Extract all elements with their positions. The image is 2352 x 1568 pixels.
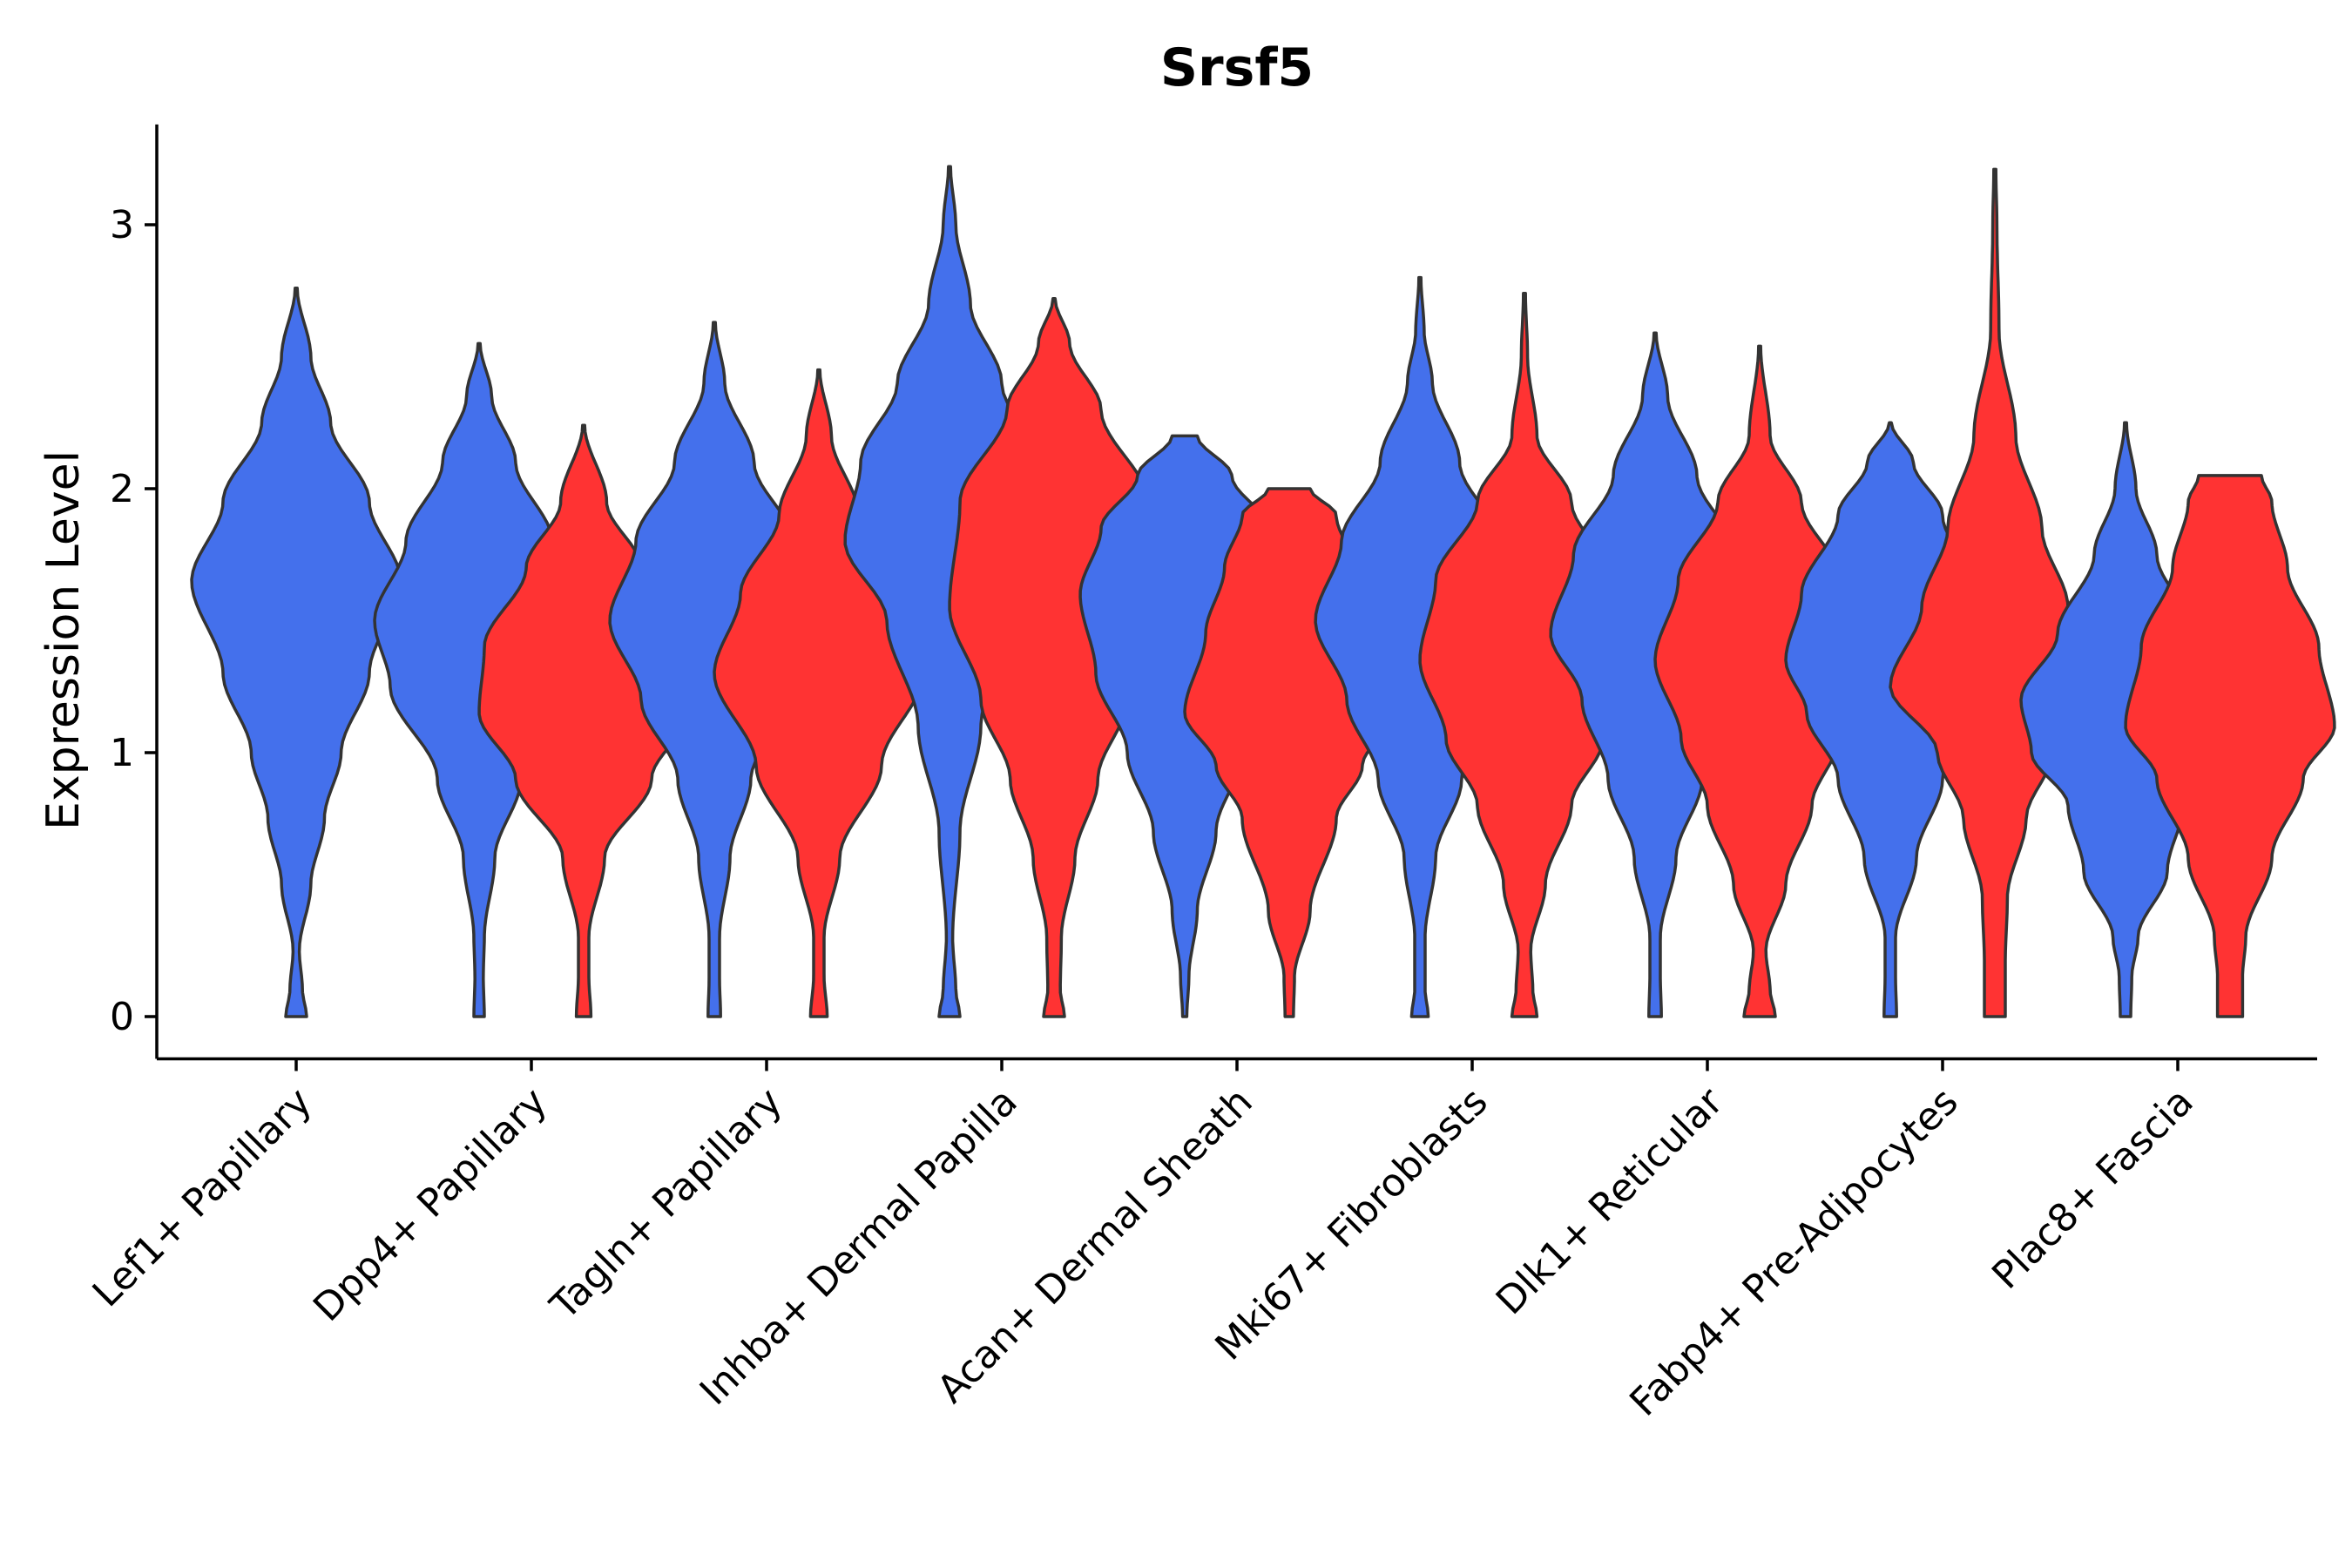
y-tick-label: 1 [110, 731, 134, 775]
violin-lef1-papillary-group-1 [190, 286, 402, 1018]
chart-title: Srsf5 [1160, 37, 1314, 98]
violin-dlk1-reticular-group-2 [1653, 344, 1866, 1018]
violin-plac8-fascia-group-2 [2124, 474, 2336, 1018]
x-tick-label-dlk1-reticular: Dlk1+ Reticular [1488, 1079, 1733, 1324]
y-tick-label: 2 [110, 467, 134, 511]
y-ticks-layer: 0 1 2 3 [110, 203, 157, 1039]
x-tick-label-mki67-fibroblasts: Mki67+ Fibroblasts [1206, 1079, 1496, 1369]
violin-mki67-fibroblasts-group-2 [1418, 292, 1631, 1018]
y-tick-label: 0 [110, 995, 134, 1039]
violin-dlk1-reticular-group-1 [1549, 331, 1761, 1018]
x-tick-label-plac8-fascia: Plac8+ Fascia [1984, 1079, 2202, 1298]
violin-dpp4-papillary-group-1 [373, 341, 585, 1018]
y-tick-label: 3 [110, 203, 134, 247]
x-tick-label-tagln-papillary: Tagln+ Papillary [542, 1079, 791, 1328]
violin-inhba-dermal-papilla-group-2 [948, 297, 1160, 1018]
violins-layer [190, 165, 2336, 1018]
violin-tagln-papillary-group-2 [713, 368, 925, 1018]
x-tick-label-dpp4-papillary: Dpp4+ Papillary [305, 1079, 556, 1330]
y-axis-label: Expression Level [37, 450, 90, 830]
x-tick-label-lef1-papillary: Lef1+ Papillary [84, 1079, 321, 1315]
